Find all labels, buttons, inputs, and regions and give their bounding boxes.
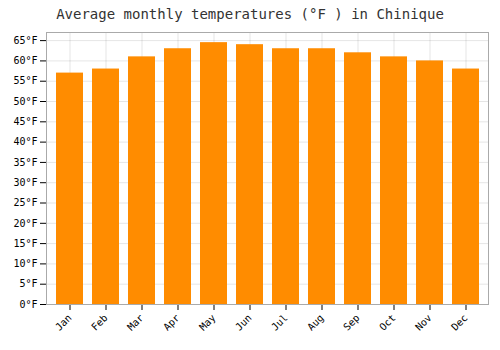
html-text:Average monthly temperatures (: Average monthly temperatures (°F ) in Ch… [56,6,444,22]
svg-text:Oct: Oct [377,312,398,333]
svg-text:30°F: 30°F [13,177,37,188]
svg-text:Sep: Sep [341,312,362,333]
svg-text:Jan: Jan [53,312,74,333]
svg-text:Apr: Apr [161,312,182,333]
svg-text:10°F: 10°F [13,258,37,269]
svg-text:55°F: 55°F [13,75,37,86]
svg-text:40°F: 40°F [13,136,37,147]
svg-text:Mar: Mar [125,312,146,333]
svg-text:5°F: 5°F [19,278,37,289]
svg-text:35°F: 35°F [13,157,37,168]
svg-text:50°F: 50°F [13,96,37,107]
svg-text:25°F: 25°F [13,197,37,208]
svg-text:20°F: 20°F [13,218,37,229]
svg-text:Dec: Dec [449,312,470,333]
svg-text:Jun: Jun [233,312,254,333]
svg-text:15°F: 15°F [13,238,37,249]
svg-text:May: May [197,312,218,333]
svg-text:Jul: Jul [269,312,290,333]
svg-text:60°F: 60°F [13,55,37,66]
svg-text:Nov: Nov [413,312,434,333]
svg-text:65°F: 65°F [13,35,37,46]
svg-text:Feb: Feb [89,312,110,333]
svg-text:Aug: Aug [305,312,326,333]
svg-text:45°F: 45°F [13,116,37,127]
svg-text:0°F: 0°F [19,299,37,310]
